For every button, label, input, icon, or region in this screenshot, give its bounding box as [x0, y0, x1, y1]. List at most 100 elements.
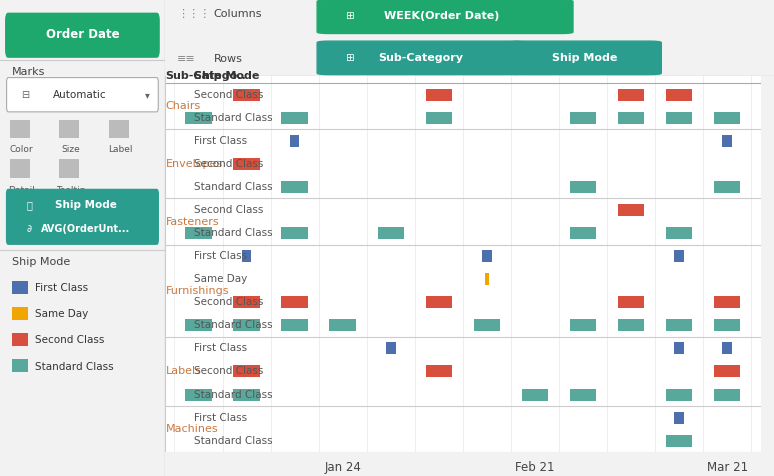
Bar [426, 366, 452, 377]
FancyBboxPatch shape [317, 0, 573, 33]
Bar [185, 388, 212, 400]
Text: First Class: First Class [194, 136, 247, 146]
Text: Same Day: Same Day [35, 309, 88, 319]
Bar [233, 158, 260, 170]
Bar [60, 159, 79, 178]
Text: Standard Class: Standard Class [194, 320, 272, 330]
Bar [282, 227, 308, 239]
FancyBboxPatch shape [317, 41, 524, 75]
Bar [522, 388, 548, 400]
Text: ⊞: ⊞ [344, 11, 353, 21]
Bar [618, 112, 644, 124]
Bar [10, 120, 29, 138]
Bar [482, 250, 491, 262]
Text: Label: Label [108, 146, 132, 154]
FancyBboxPatch shape [7, 214, 158, 244]
Bar [10, 159, 29, 178]
Text: Fasteners: Fasteners [166, 217, 219, 227]
Text: Envelopes: Envelopes [166, 159, 223, 169]
Bar [674, 342, 684, 355]
Bar [12, 333, 28, 346]
Text: Standard Class: Standard Class [194, 228, 272, 238]
Bar [233, 366, 260, 377]
Text: Second Class: Second Class [194, 367, 263, 377]
Bar [666, 89, 693, 100]
Bar [618, 296, 644, 308]
Text: First Class: First Class [35, 283, 87, 293]
FancyBboxPatch shape [509, 41, 661, 75]
Text: Ship Mode: Ship Mode [55, 199, 117, 210]
Bar [282, 181, 308, 193]
Bar [714, 181, 741, 193]
Bar [386, 342, 396, 355]
Text: ⦿: ⦿ [26, 199, 33, 210]
Bar [60, 120, 79, 138]
Bar [570, 181, 596, 193]
Bar [714, 319, 741, 331]
Text: Ship Mode: Ship Mode [194, 71, 259, 81]
Text: Order Date: Order Date [46, 28, 119, 41]
Bar [282, 319, 308, 331]
Text: Standard Class: Standard Class [35, 361, 113, 372]
Text: ≡≡: ≡≡ [177, 54, 196, 64]
Text: ⊞: ⊞ [344, 53, 353, 63]
Text: Columns: Columns [214, 9, 262, 19]
FancyBboxPatch shape [7, 78, 158, 112]
Text: Second Class: Second Class [194, 89, 263, 99]
Text: Labels: Labels [166, 367, 201, 377]
Text: Second Class: Second Class [194, 297, 263, 307]
Bar [12, 307, 28, 320]
Bar [722, 135, 732, 147]
Text: ∂: ∂ [26, 224, 32, 234]
Bar [666, 435, 693, 446]
Bar [185, 227, 212, 239]
Bar [12, 281, 28, 294]
Text: ▾: ▾ [145, 89, 150, 100]
Bar [185, 319, 212, 331]
Bar [570, 388, 596, 400]
FancyBboxPatch shape [5, 13, 159, 57]
Bar [666, 112, 693, 124]
Text: Same Day: Same Day [194, 274, 247, 284]
Bar [233, 89, 260, 100]
Text: Standard Class: Standard Class [194, 389, 272, 399]
Text: Marks: Marks [12, 67, 45, 77]
Text: Sub-Category: Sub-Category [378, 53, 463, 63]
Text: Standard Class: Standard Class [194, 436, 272, 446]
Bar [185, 112, 212, 124]
Bar [714, 366, 741, 377]
Text: Standard Class: Standard Class [194, 113, 272, 123]
Text: Rows: Rows [214, 54, 242, 64]
Bar [674, 412, 684, 424]
Bar [570, 112, 596, 124]
Bar [666, 227, 693, 239]
Text: Second Class: Second Class [194, 159, 263, 169]
Text: Second Class: Second Class [194, 205, 263, 215]
Bar [666, 388, 693, 400]
Text: Filters: Filters [12, 17, 45, 27]
Text: WEEK(Order Date): WEEK(Order Date) [385, 11, 500, 21]
Text: Automatic: Automatic [53, 89, 106, 100]
Text: Second Class: Second Class [35, 335, 104, 346]
Bar [241, 250, 252, 262]
Text: First Class: First Class [194, 343, 247, 353]
Bar [12, 359, 28, 372]
Text: Machines: Machines [166, 424, 218, 434]
Text: First Class: First Class [194, 413, 247, 423]
Text: Color: Color [9, 146, 33, 154]
Text: AVG(OrderUnt...: AVG(OrderUnt... [41, 224, 130, 234]
Bar [570, 319, 596, 331]
Bar [378, 227, 404, 239]
Bar [330, 319, 356, 331]
Bar [109, 120, 128, 138]
Text: Standard Class: Standard Class [194, 182, 272, 192]
Bar [233, 296, 260, 308]
Text: Size: Size [61, 146, 80, 154]
Text: Furnishings: Furnishings [166, 286, 229, 296]
Bar [233, 319, 260, 331]
Bar [618, 89, 644, 100]
Text: Detail: Detail [8, 186, 35, 195]
Text: Chairs: Chairs [166, 101, 200, 111]
Bar [426, 112, 452, 124]
Bar [714, 112, 741, 124]
